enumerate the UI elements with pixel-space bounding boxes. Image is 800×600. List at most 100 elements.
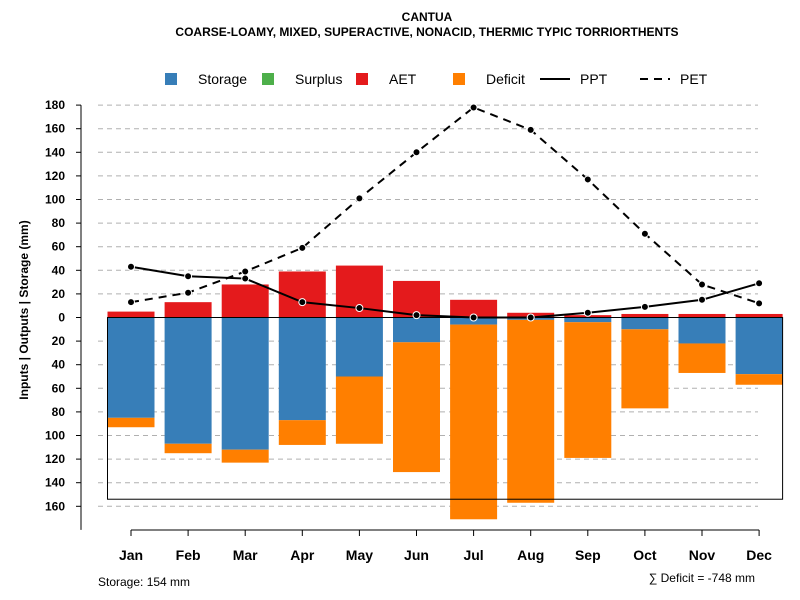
- ppt-point: [355, 304, 364, 313]
- deficit-bar: [450, 324, 498, 520]
- y-tick-label: 160: [45, 499, 65, 513]
- pet-point: [127, 298, 135, 307]
- ppt-point: [755, 279, 764, 288]
- legend-swatch: [262, 73, 274, 85]
- legend-label: Deficit: [486, 71, 525, 87]
- legend-label: Surplus: [295, 71, 342, 87]
- x-tick-label: Mar: [233, 547, 258, 563]
- ppt-point: [298, 298, 307, 307]
- storage-bar: [735, 317, 783, 375]
- legend-label: PET: [680, 71, 708, 87]
- legend: Storage Surplus AET Deficit PPT PET: [165, 71, 708, 87]
- storage-bar: [107, 317, 155, 418]
- x-tick-label: Feb: [176, 547, 201, 563]
- y-tick-label: 0: [58, 311, 65, 325]
- ppt-point: [526, 313, 535, 322]
- x-tick-label: Jun: [404, 547, 429, 563]
- deficit-bar: [393, 342, 440, 473]
- pet-point: [755, 299, 764, 308]
- axes: 180 160 140 120 100 80 60 40 20 0 20 40 60 80 100 120 14…: [45, 98, 772, 563]
- storage-bar: [393, 317, 440, 343]
- x-tick-label: Dec: [746, 547, 772, 563]
- y-tick-label: 180: [45, 98, 65, 112]
- aet-bar: [164, 302, 212, 318]
- bars: [107, 265, 784, 520]
- storage-note: Storage: 154 mm: [98, 575, 190, 589]
- y-tick-label: 100: [45, 429, 65, 443]
- ppt-line: [130, 265, 760, 319]
- legend-swatch: [453, 73, 465, 85]
- aet-bar: [450, 299, 498, 318]
- y-tick-label: 140: [45, 145, 65, 159]
- y-tick-label: 80: [52, 216, 66, 230]
- ppt-point: [241, 274, 250, 283]
- y-tick-label: 80: [52, 405, 66, 419]
- y-tick-label: 60: [52, 240, 66, 254]
- y-tick-label: 40: [52, 358, 66, 372]
- aet-bar: [278, 271, 326, 318]
- ppt-point: [127, 262, 135, 271]
- deficit-note: ∑ Deficit = -748 mm: [649, 571, 755, 585]
- chart-title: CANTUA: [402, 10, 453, 24]
- storage-bar: [164, 317, 212, 444]
- storage-bar: [335, 317, 383, 377]
- deficit-bar: [221, 449, 269, 463]
- storage-bar: [278, 317, 326, 421]
- pet-point: [640, 229, 649, 238]
- x-tick-label: Nov: [689, 547, 716, 563]
- legend-label: PPT: [580, 71, 608, 87]
- y-tick-label: 20: [52, 287, 66, 301]
- x-tick-label: Oct: [633, 547, 657, 563]
- aet-bar: [621, 313, 669, 318]
- deficit-bar: [564, 322, 612, 458]
- y-tick-label: 140: [45, 476, 65, 490]
- deficit-bar: [278, 420, 326, 445]
- pet-point: [698, 280, 706, 289]
- x-tick-label: Sep: [575, 547, 601, 563]
- x-tick-label: Jul: [463, 547, 483, 563]
- deficit-bar: [621, 329, 669, 409]
- y-tick-label: 160: [45, 122, 65, 136]
- ppt-point: [640, 302, 649, 311]
- lines: [127, 103, 764, 322]
- legend-swatch: [165, 73, 177, 85]
- pet-point: [355, 194, 364, 203]
- pet-point: [583, 175, 592, 184]
- ppt-point: [412, 311, 421, 320]
- x-tick-label: Aug: [517, 547, 544, 563]
- y-tick-label: 20: [52, 334, 66, 348]
- storage-bar: [621, 317, 669, 330]
- pet-point: [298, 243, 307, 252]
- deficit-bar: [335, 376, 383, 444]
- deficit-bar: [678, 343, 726, 373]
- x-tick-label: May: [346, 547, 373, 563]
- y-tick-label: 120: [45, 169, 65, 183]
- aet-bar: [221, 284, 269, 318]
- ppt-point: [583, 308, 592, 317]
- y-tick-label: 120: [45, 452, 65, 466]
- legend-label: Storage: [198, 71, 247, 87]
- pet-point: [469, 103, 478, 112]
- y-axis-label: Inputs | Outputs | Storage (mm): [17, 220, 31, 399]
- ppt-point: [698, 295, 706, 304]
- deficit-bar: [164, 443, 212, 454]
- pet-point: [241, 267, 250, 276]
- deficit-bar: [735, 374, 783, 385]
- pet-point: [184, 288, 193, 297]
- legend-swatch: [356, 73, 368, 85]
- aet-bar: [735, 313, 783, 318]
- pet-point: [412, 148, 421, 157]
- ppt-point: [184, 272, 193, 281]
- x-tick-label: Apr: [290, 547, 315, 563]
- x-tick-label: Jan: [119, 547, 143, 563]
- y-tick-label: 60: [52, 381, 66, 395]
- deficit-bar: [107, 417, 155, 428]
- aet-bar: [678, 313, 726, 318]
- ppt-point: [469, 313, 478, 322]
- pet-line: [130, 106, 760, 305]
- deficit-bar: [507, 319, 555, 503]
- y-tick-label: 100: [45, 193, 65, 207]
- chart-subtitle: COARSE-LOAMY, MIXED, SUPERACTIVE, NONACI…: [175, 25, 678, 39]
- storage-bar: [678, 317, 726, 344]
